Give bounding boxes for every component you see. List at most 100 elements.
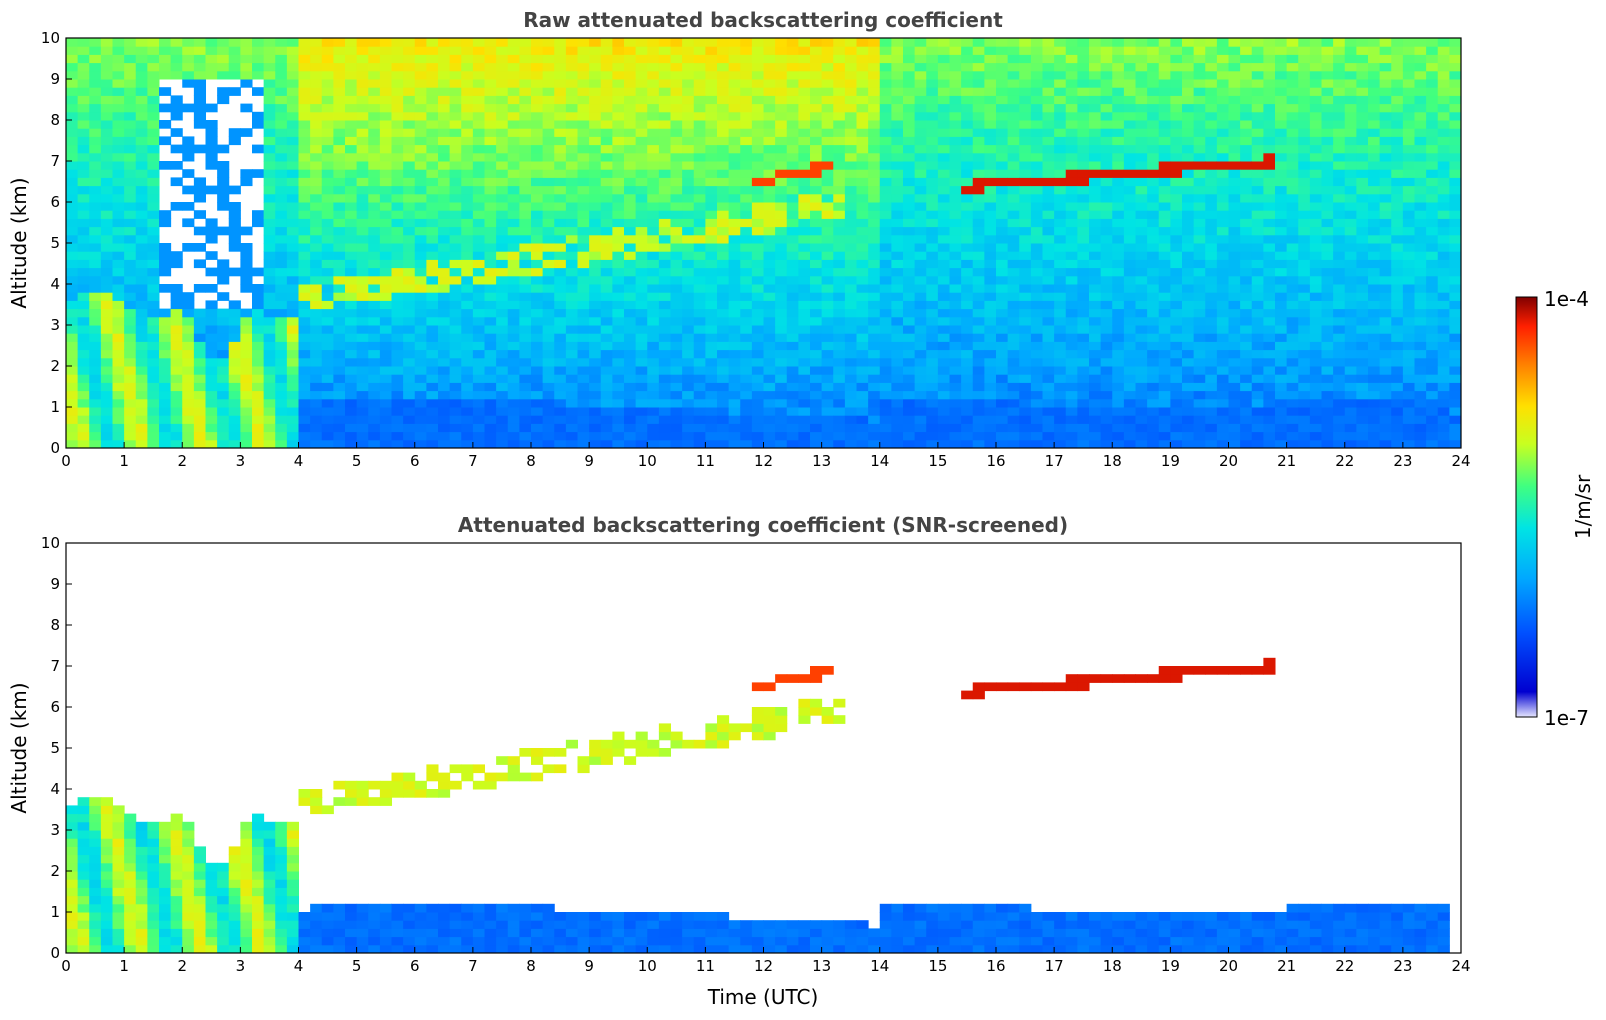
heat-cell: [1077, 251, 1090, 260]
heat-cell: [89, 357, 102, 367]
heat-cell: [1147, 152, 1160, 162]
heat-cell: [600, 202, 613, 211]
heat-cell: [182, 390, 195, 400]
heat-cell: [996, 325, 1009, 334]
heat-cell: [937, 284, 951, 293]
heat-cell: [786, 185, 799, 195]
heat-cell: [914, 193, 927, 203]
heat-cell: [903, 300, 916, 310]
heat-cell: [66, 226, 79, 236]
heat-cell: [193, 38, 207, 47]
heat-cell: [961, 316, 974, 326]
heat-cell: [1182, 308, 1195, 318]
heat-cell: [786, 152, 799, 162]
heat-cell: [345, 103, 358, 113]
heat-cell: [263, 152, 276, 162]
heat-cell: [531, 374, 544, 383]
heat-cell: [519, 152, 532, 162]
heat-cell: [798, 259, 811, 269]
heat-cell: [833, 357, 846, 367]
heat-cell: [1112, 439, 1125, 448]
heat-cell: [461, 38, 474, 47]
heat-cell: [66, 169, 79, 178]
heat-cell: [996, 300, 1009, 310]
heat-cell: [868, 431, 881, 441]
heat-cell: [658, 243, 672, 252]
heat-cell: [1054, 79, 1067, 88]
heat-cell: [1100, 70, 1113, 80]
heat-cell: [252, 210, 265, 219]
heat-cell: [391, 54, 404, 64]
heat-cell: [856, 95, 869, 105]
heat-cell: [100, 357, 114, 367]
heat-cell: [728, 152, 741, 162]
heat-cell: [565, 366, 579, 375]
heat-cell: [391, 341, 404, 351]
heat-cell: [996, 46, 1009, 55]
heat-cell: [1077, 202, 1090, 211]
heat-cell: [1228, 120, 1241, 129]
heat-cell: [507, 407, 520, 416]
heat-cell: [903, 439, 916, 448]
heat-cell: [996, 292, 1009, 301]
heat-cell: [1112, 251, 1125, 260]
heat-cell: [100, 152, 114, 162]
heat-cell: [414, 284, 427, 293]
heat-cell: [647, 144, 660, 154]
heat-cell: [193, 308, 207, 318]
heat-cell: [624, 357, 637, 367]
heat-cell: [903, 210, 916, 219]
heat-cell: [1158, 300, 1171, 310]
heat-cell: [124, 439, 137, 448]
heat-cell: [984, 316, 997, 326]
heat-cell: [519, 398, 532, 408]
heat-cell: [682, 144, 695, 154]
heat-cell: [391, 259, 404, 269]
heat-cell: [554, 300, 567, 310]
heat-cell: [879, 103, 892, 113]
heat-cell: [379, 95, 393, 105]
heat-cell: [1216, 79, 1230, 88]
heat-cell: [368, 177, 381, 187]
heat-cell: [856, 46, 869, 55]
heat-cell: [321, 103, 334, 113]
heat-cell: [100, 407, 114, 416]
heat-cell: [1030, 218, 1044, 228]
heat-cell: [1007, 316, 1020, 326]
heat-cell: [647, 316, 660, 326]
heat-cell: [810, 275, 823, 285]
heat-cell: [1054, 210, 1067, 219]
heat-cell: [1193, 79, 1206, 88]
heat-cell: [937, 152, 951, 162]
heat-cell: [496, 251, 509, 260]
heat-cell: [1030, 152, 1044, 162]
heat-cell: [554, 120, 567, 129]
heat-cell: [751, 333, 765, 342]
heat-cell: [612, 415, 625, 424]
heat-cell: [717, 333, 730, 342]
heat-cell: [286, 46, 300, 55]
heat-cell: [589, 128, 602, 137]
heat-cell: [984, 382, 997, 392]
heat-cell: [426, 46, 439, 55]
heat-cell: [89, 54, 102, 64]
heat-cell: [1007, 79, 1020, 88]
heat-cell: [693, 300, 706, 310]
heat-cell: [647, 284, 660, 293]
heat-cell: [1019, 136, 1032, 146]
heat-cell: [170, 62, 183, 72]
heat-cell: [135, 349, 148, 359]
heat-cell: [1147, 366, 1160, 375]
heat-cell: [926, 357, 939, 367]
heat-cell: [1100, 407, 1113, 416]
heat-cell: [240, 54, 253, 64]
heat-cell: [124, 103, 137, 113]
heat-cell: [705, 128, 718, 137]
heat-cell: [751, 62, 765, 72]
heat-cell: [1089, 79, 1102, 88]
heat-cell: [1158, 316, 1171, 326]
heat-cell: [531, 366, 544, 375]
heat-cell: [717, 251, 730, 260]
heat-cell: [1182, 111, 1195, 121]
heat-cell: [414, 398, 427, 408]
